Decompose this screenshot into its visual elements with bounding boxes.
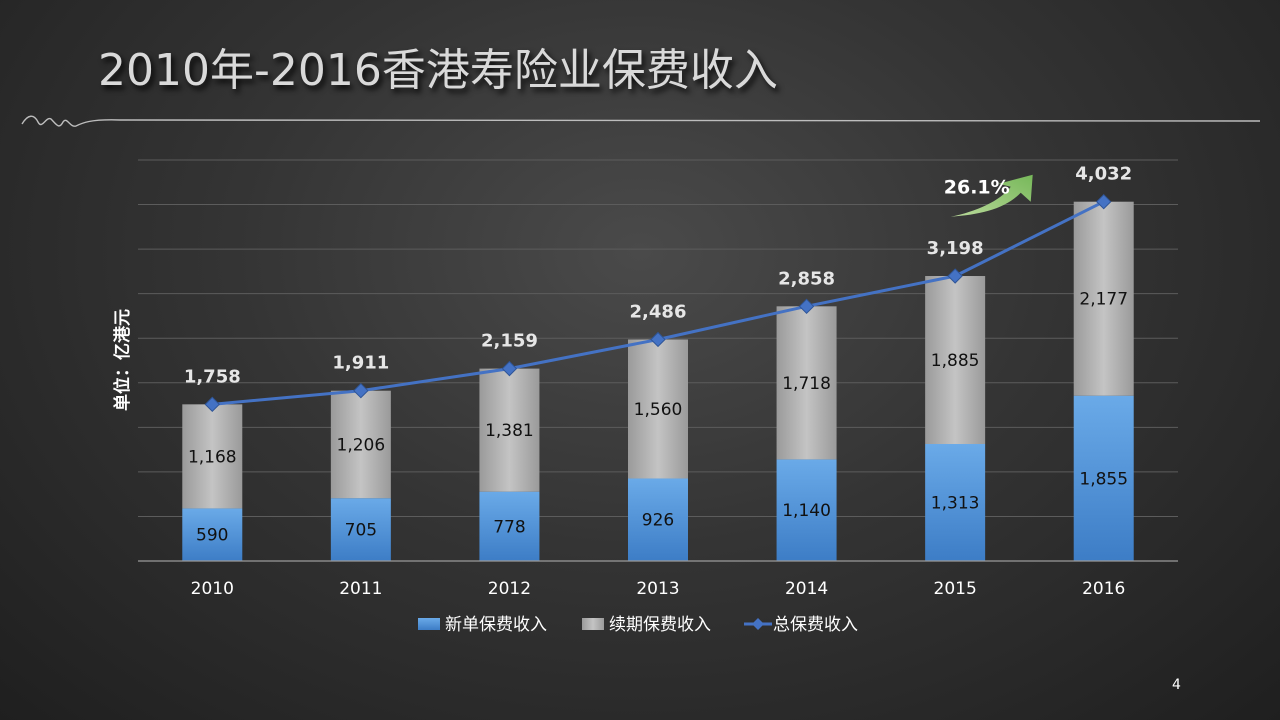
data-label-new-premium: 590 xyxy=(196,526,228,546)
data-label-total-premium: 2,858 xyxy=(778,268,835,289)
legend-label: 新单保费收入 xyxy=(445,615,547,635)
y-axis-label: 单位：亿港元 xyxy=(112,309,133,411)
slide-title: 2010年-2016香港寿险业保费收入 xyxy=(98,45,778,96)
bar-renewal-premium xyxy=(330,390,391,499)
data-label-new-premium: 1,140 xyxy=(782,501,831,521)
bar-new-premium xyxy=(479,491,540,561)
data-label-renewal-premium: 1,168 xyxy=(188,447,237,467)
data-label-new-premium: 926 xyxy=(642,511,674,531)
bar-renewal-premium xyxy=(182,404,243,509)
data-label-renewal-premium: 1,560 xyxy=(634,400,683,420)
data-label-renewal-premium: 1,885 xyxy=(931,351,980,371)
legend-marker xyxy=(752,618,764,630)
data-label-total-premium: 1,911 xyxy=(332,353,389,374)
data-label-renewal-premium: 1,718 xyxy=(782,374,831,394)
marker-total-premium xyxy=(798,298,815,315)
marker-total-premium xyxy=(947,268,963,284)
x-tick-label: 2014 xyxy=(785,579,828,599)
bar-new-premium xyxy=(182,508,243,561)
x-tick-label: 2013 xyxy=(636,579,679,599)
bar-new-premium xyxy=(1073,395,1134,561)
x-tick-label: 2011 xyxy=(339,579,382,599)
green-curved-arrow-icon xyxy=(950,174,1033,217)
data-label-new-premium: 705 xyxy=(345,521,377,541)
data-label-new-premium: 778 xyxy=(493,517,525,537)
bar-renewal-premium xyxy=(776,306,837,460)
growth-annotation-label: 26.1% xyxy=(944,177,1010,199)
data-label-renewal-premium: 1,381 xyxy=(485,421,534,441)
legend-item: 总保费收入 xyxy=(744,615,858,635)
legend-swatch xyxy=(582,618,604,630)
bar-renewal-premium xyxy=(479,368,540,492)
data-label-total-premium: 1,758 xyxy=(184,366,241,387)
data-label-total-premium: 2,486 xyxy=(630,301,687,322)
page-number: 4 xyxy=(1172,677,1181,693)
marker-total-premium xyxy=(501,360,518,377)
data-label-new-premium: 1,855 xyxy=(1079,469,1128,489)
data-label-total-premium: 4,032 xyxy=(1075,164,1132,185)
bar-new-premium xyxy=(330,498,391,561)
marker-total-premium xyxy=(650,331,666,348)
data-label-renewal-premium: 2,177 xyxy=(1079,290,1128,310)
x-tick-label: 2015 xyxy=(934,579,977,599)
data-label-total-premium: 2,159 xyxy=(481,331,538,352)
x-tick-label: 2016 xyxy=(1082,579,1125,599)
marker-total-premium xyxy=(204,396,220,413)
legend-label: 总保费收入 xyxy=(773,615,858,635)
title-divider xyxy=(21,115,1261,127)
legend-item: 续期保费收入 xyxy=(582,615,711,635)
bar-renewal-premium xyxy=(628,339,688,479)
bar-renewal-premium xyxy=(1073,201,1134,396)
data-label-new-premium: 1,313 xyxy=(931,493,980,513)
bar-renewal-premium xyxy=(925,276,986,444)
legend-item: 新单保费收入 xyxy=(418,615,547,635)
legend-label: 续期保费收入 xyxy=(609,615,711,635)
legend-swatch xyxy=(418,618,440,630)
x-tick-label: 2010 xyxy=(191,579,234,599)
bar-new-premium xyxy=(628,478,688,561)
marker-total-premium xyxy=(353,383,369,399)
data-label-total-premium: 3,198 xyxy=(927,238,984,259)
marker-total-premium xyxy=(1096,193,1112,210)
x-tick-label: 2012 xyxy=(488,579,531,599)
bar-new-premium xyxy=(925,443,986,561)
bar-new-premium xyxy=(776,459,837,561)
data-label-renewal-premium: 1,206 xyxy=(337,435,386,455)
